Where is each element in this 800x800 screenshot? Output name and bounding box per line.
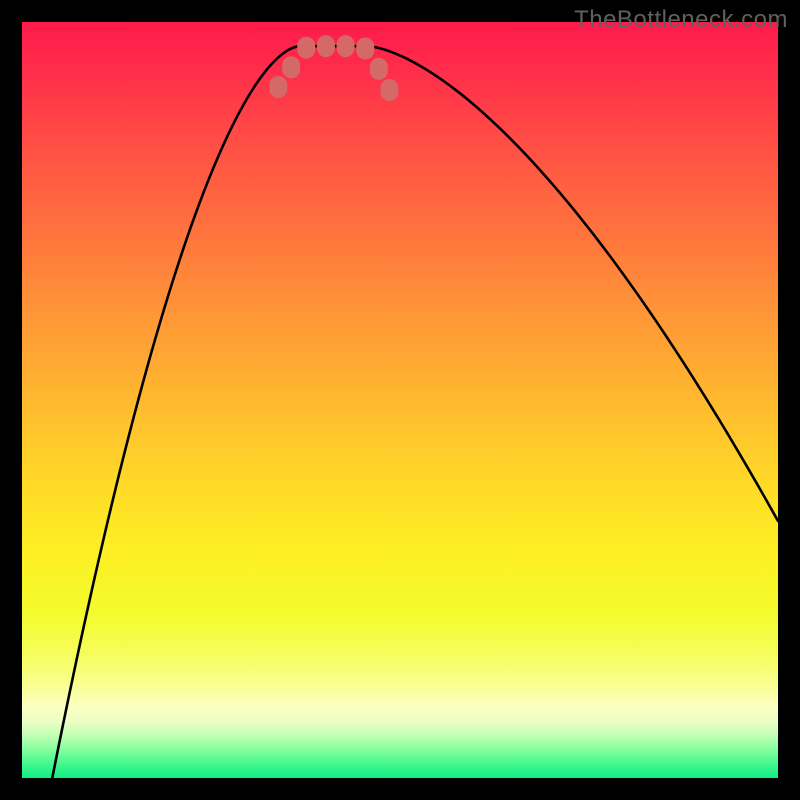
curve-marker <box>317 35 335 57</box>
curve-marker <box>356 37 374 59</box>
curve-marker <box>370 58 388 80</box>
bottleneck-chart <box>0 0 800 800</box>
chart-background <box>22 22 778 778</box>
curve-marker <box>269 76 287 98</box>
curve-marker <box>337 35 355 57</box>
watermark-text: TheBottleneck.com <box>574 6 788 34</box>
chart-stage: TheBottleneck.com <box>0 0 800 800</box>
curve-marker <box>380 79 398 101</box>
curve-marker <box>282 56 300 78</box>
curve-marker <box>297 37 315 59</box>
